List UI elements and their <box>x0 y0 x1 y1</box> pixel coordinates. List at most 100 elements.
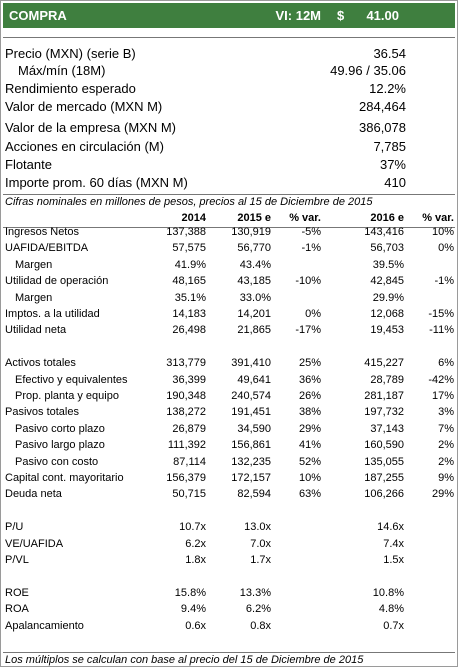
cell: 9.4% <box>180 603 206 616</box>
summary-label: Valor de mercado (MXN M) <box>5 99 163 114</box>
cell: 14.6x <box>377 521 404 534</box>
cell: 10.8% <box>372 586 404 599</box>
cell: 6.2% <box>245 603 271 616</box>
cell: 2% <box>438 439 454 452</box>
cell: 156,861 <box>231 439 271 452</box>
cell: -42% <box>428 373 454 386</box>
cell: 39.5% <box>372 258 404 271</box>
cell: 41% <box>298 439 321 452</box>
cell: 25% <box>298 357 321 370</box>
rating: COMPRA <box>9 8 67 23</box>
row-label: Pasivo corto plazo <box>15 422 105 435</box>
cell: 26,879 <box>172 422 206 435</box>
cell: 29% <box>431 488 454 501</box>
cell: 111,392 <box>167 439 206 452</box>
cell: 14,201 <box>237 308 271 320</box>
cell: 43.4% <box>239 258 271 271</box>
cell: 6.2x <box>185 537 206 550</box>
cell: 43,185 <box>237 275 271 288</box>
divider <box>3 652 455 653</box>
cell: 12,068 <box>370 308 404 320</box>
summary-label: Valor de la empresa (MXN M) <box>5 120 176 135</box>
cell: 156,379 <box>166 472 206 484</box>
cell: 52% <box>298 455 321 468</box>
cell: 42,845 <box>370 275 404 288</box>
cell: -10% <box>295 275 321 288</box>
summary-label: Precio (MXN) (serie B) <box>5 46 136 61</box>
cell: 3% <box>438 406 454 419</box>
cell: -1% <box>301 242 321 255</box>
cell: 2% <box>438 455 454 468</box>
cell: 36,399 <box>172 373 206 386</box>
summary-value: 7,785 <box>373 139 406 154</box>
cell: 138,272 <box>166 406 206 419</box>
cell: 197,732 <box>364 406 404 419</box>
cell: 28,789 <box>370 373 404 386</box>
cell: 10% <box>431 226 454 238</box>
cell: 13.3% <box>239 586 271 599</box>
footnote: Los múltiplos se calculan con base al pr… <box>5 654 364 666</box>
cell: 4.8% <box>378 603 404 616</box>
row-label: UAFIDA/EBITDA <box>5 242 89 255</box>
row-label: Efectivo y equivalentes <box>15 373 128 386</box>
row-label: Pasivo largo plazo <box>15 439 105 452</box>
cell: 10.7x <box>179 521 206 534</box>
column-header: 2014 <box>181 212 206 224</box>
cell: 0.6x <box>185 619 206 632</box>
cell: -1% <box>434 275 454 288</box>
cell: 7.0x <box>250 537 271 550</box>
summary-label: Máx/mín (18M) <box>18 63 106 78</box>
cell: 38% <box>298 406 321 419</box>
row-label: VE/UAFIDA <box>5 537 64 550</box>
row-label: ROE <box>5 586 29 599</box>
cell: 160,590 <box>364 439 404 452</box>
horizon: VI: 12M <box>275 8 321 23</box>
cell: 19,453 <box>370 324 404 337</box>
cell: 135,055 <box>364 455 404 468</box>
cell: 10% <box>298 472 321 484</box>
cell: 9% <box>438 472 454 484</box>
cell: 48,165 <box>172 275 206 288</box>
cell: 63% <box>298 488 321 501</box>
cell: 0.7x <box>383 619 404 632</box>
row-label: Capital cont. mayoritario <box>5 472 124 484</box>
row-label: Prop. planta y equipo <box>15 390 119 402</box>
summary-value: 12.2% <box>369 81 406 96</box>
cell: -5% <box>301 226 321 238</box>
divider <box>3 194 455 195</box>
cell: 36% <box>298 373 321 386</box>
cell: 50,715 <box>172 488 206 501</box>
cell: 240,574 <box>231 390 271 402</box>
row-label: P/U <box>5 521 24 534</box>
row-label: Imptos. a la utilidad <box>5 308 100 320</box>
cell: 187,255 <box>364 472 404 484</box>
cell: 1.7x <box>250 554 271 566</box>
summary-value: 37% <box>379 157 406 172</box>
summary-label: Acciones en circulación (M) <box>5 139 164 154</box>
cell: 0% <box>438 242 454 255</box>
summary-label: Flotante <box>5 157 52 172</box>
row-label: Pasivo con costo <box>15 455 99 468</box>
cell: 17% <box>431 390 454 402</box>
summary-value: 49.96 / 35.06 <box>330 63 406 78</box>
summary-value: 386,078 <box>359 120 406 135</box>
summary-value: 284,464 <box>359 99 406 114</box>
row-label: Apalancamiento <box>5 619 84 632</box>
cell: 13.0x <box>244 521 271 534</box>
cell: 26,498 <box>172 324 206 337</box>
cell: -15% <box>428 308 454 320</box>
row-label: Ingresos Netos <box>5 226 79 238</box>
row-label: Utilidad neta <box>5 324 67 337</box>
row-label: Margen <box>15 291 53 304</box>
row-label: Activos totales <box>5 357 76 370</box>
cell: 0.8x <box>250 619 271 632</box>
cell: 7% <box>438 422 454 435</box>
cell: 82,594 <box>237 488 271 501</box>
cell: 29.9% <box>372 291 404 304</box>
cell: 15.8% <box>174 586 206 599</box>
row-label: Deuda neta <box>5 488 62 501</box>
cell: 41.9% <box>174 258 206 271</box>
summary-label: Rendimiento esperado <box>5 81 136 96</box>
cell: 6% <box>438 357 454 370</box>
